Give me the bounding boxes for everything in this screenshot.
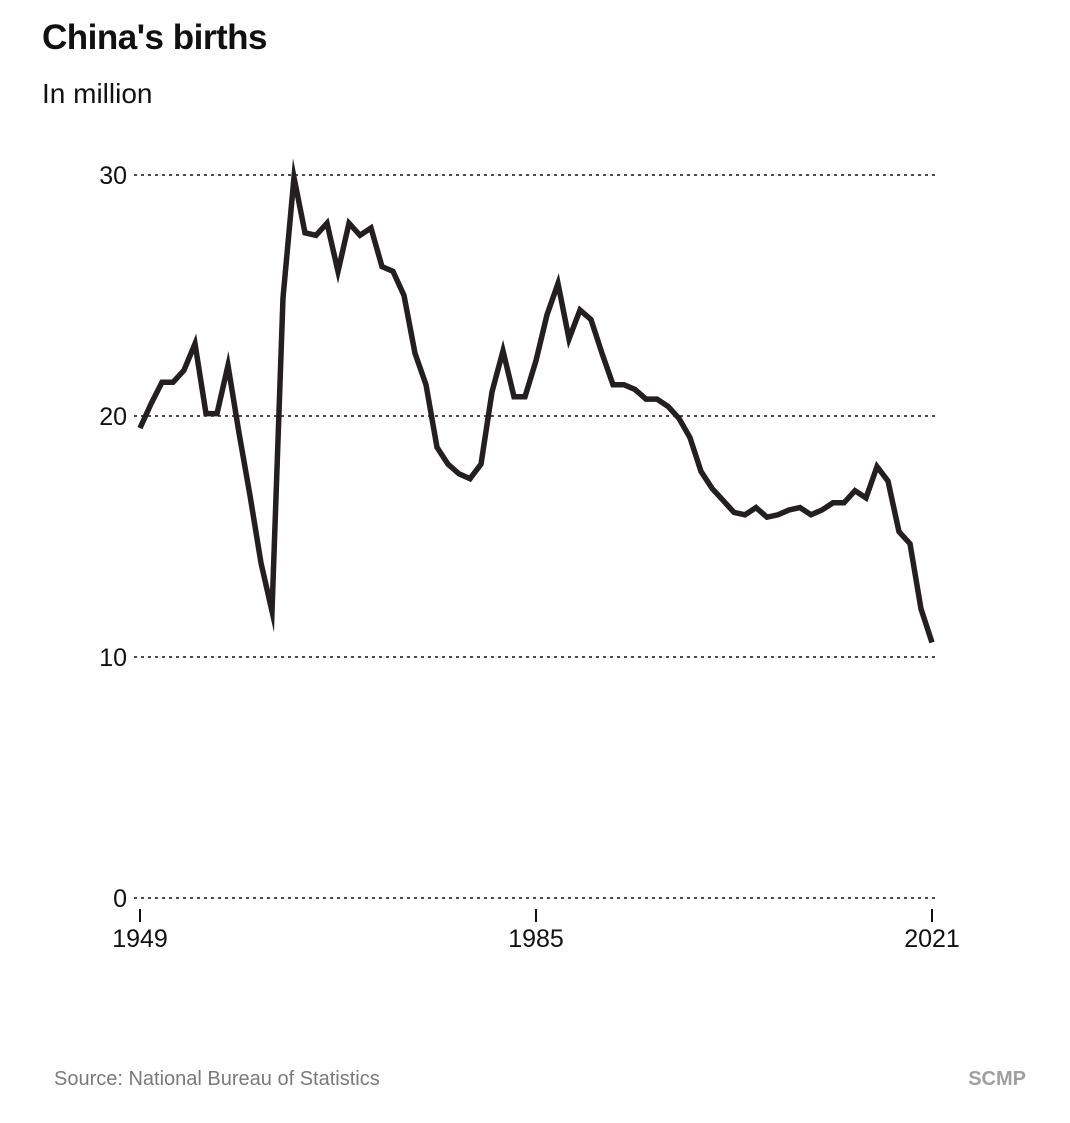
y-tick-label-10: 10 (99, 644, 127, 672)
x-tick-label-2021: 2021 (904, 925, 960, 953)
source-note: Source: National Bureau of Statistics (54, 1068, 380, 1091)
x-tick-label-1949: 1949 (112, 925, 168, 953)
brand-logo: SCMP (968, 1068, 1026, 1091)
series-line-births (140, 177, 932, 642)
y-tick-label-0: 0 (113, 885, 127, 913)
series-layer (140, 177, 932, 642)
y-tick-label-20: 20 (99, 403, 127, 431)
x-axis: 1949 1985 2021 (112, 909, 960, 953)
y-axis-tick-labels: 0 10 20 30 (99, 162, 127, 913)
x-tick-label-1985: 1985 (508, 925, 564, 953)
y-tick-label-30: 30 (99, 162, 127, 190)
